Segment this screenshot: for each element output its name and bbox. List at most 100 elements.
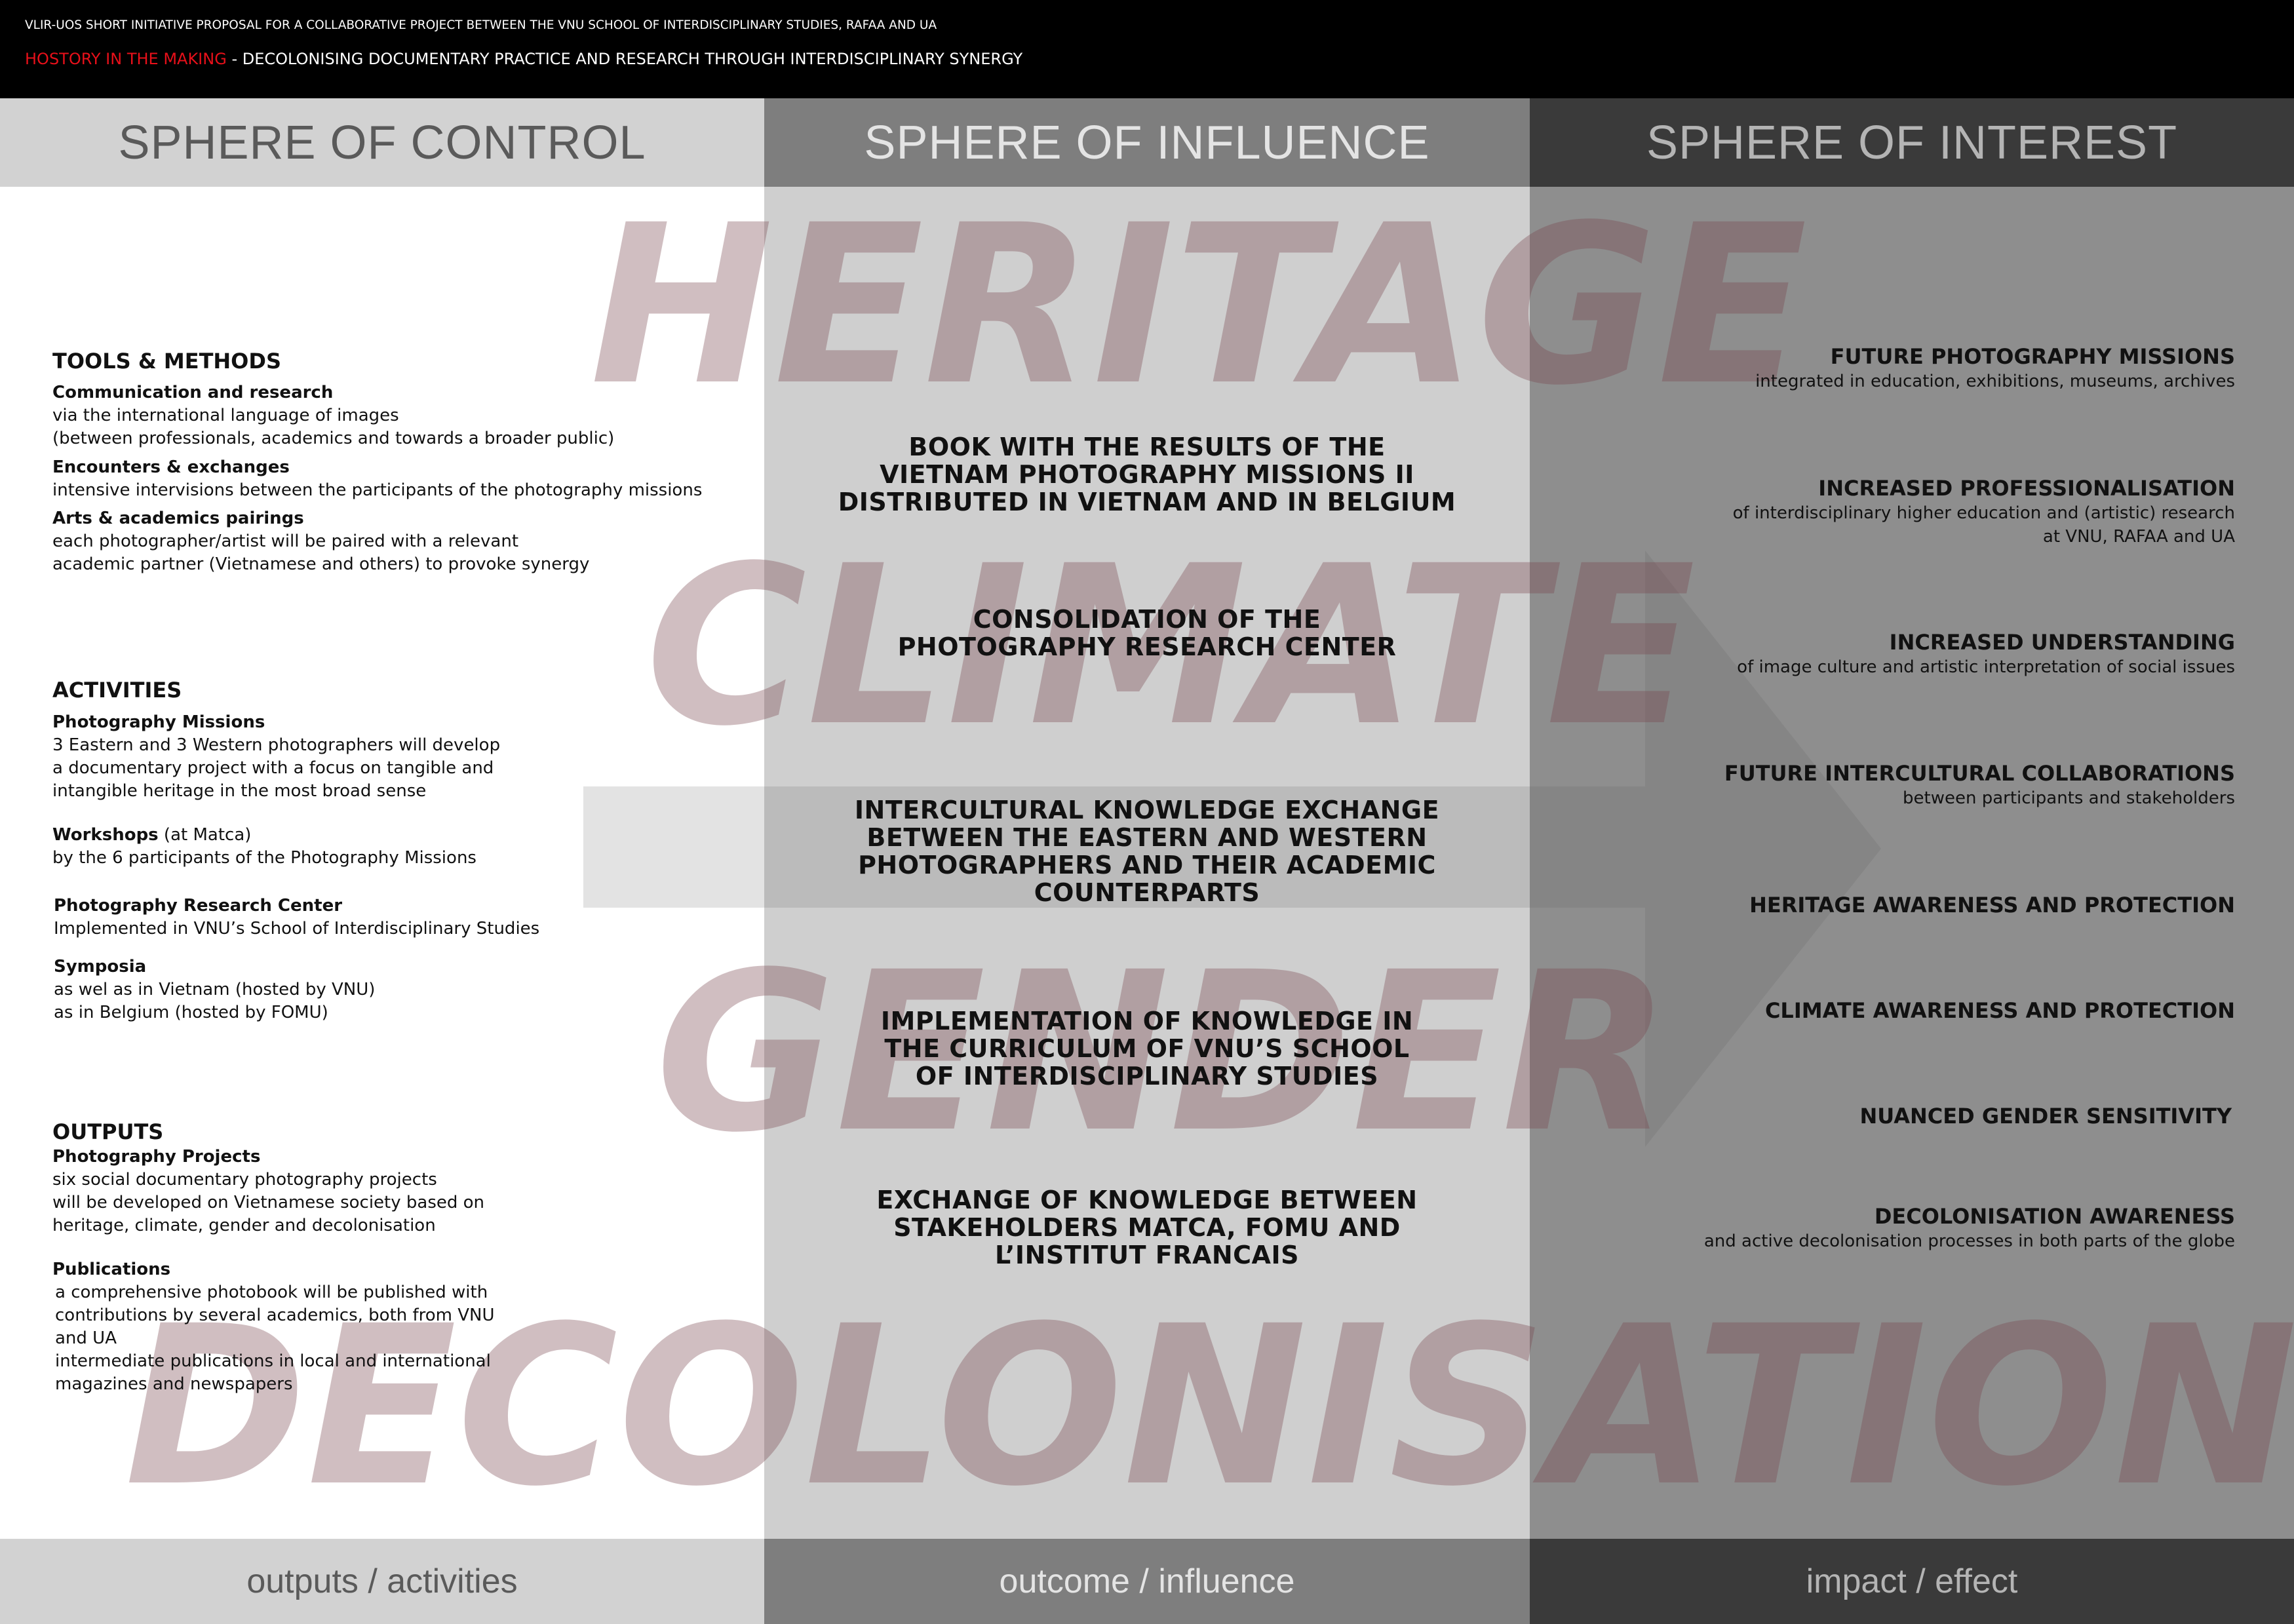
outcome-knowledge-exchange: INTERCULTURAL KNOWLEDGE EXCHANGE BETWEEN… bbox=[787, 796, 1507, 906]
item-title: Communication and research bbox=[52, 383, 334, 402]
watermark-climate: CLIMATE bbox=[646, 519, 1696, 775]
item-line: intensive intervisions between the parti… bbox=[52, 480, 703, 500]
outcome-research-center: CONSOLIDATION OF THE PHOTOGRAPHY RESEARC… bbox=[787, 606, 1507, 661]
item-title: Symposia bbox=[54, 957, 147, 976]
impact-sub: of image culture and artistic interpreta… bbox=[1737, 657, 2235, 677]
impact-title: FUTURE INTERCULTURAL COLLABORATIONS bbox=[1724, 761, 2235, 786]
impact-item: DECOLONISATION AWARENESS and active deco… bbox=[1514, 1203, 2235, 1253]
activities-item: Photography Research Center Implemented … bbox=[54, 895, 539, 940]
item-line: Implemented in VNU’s School of Interdisc… bbox=[54, 919, 540, 938]
outcome-line: EXCHANGE OF KNOWLEDGE BETWEEN bbox=[876, 1186, 1418, 1214]
impact-title: CLIMATE AWARENESS AND PROTECTION bbox=[1764, 998, 2235, 1023]
tools-item: Arts & academics pairings each photograp… bbox=[52, 507, 589, 576]
impact-title: FUTURE PHOTOGRAPHY MISSIONS bbox=[1830, 344, 2235, 369]
item-title: Encounters & exchanges bbox=[52, 457, 290, 477]
item-line: each photographer/artist will be paired … bbox=[52, 532, 519, 551]
impact-sub: and active decolonisation processes in b… bbox=[1703, 1231, 2235, 1251]
banner-highlight: HOSTORY IN THE MAKING bbox=[25, 50, 227, 68]
impact-item: FUTURE PHOTOGRAPHY MISSIONS integrated i… bbox=[1514, 343, 2235, 393]
item-line: six social documentary photography proje… bbox=[52, 1170, 437, 1189]
impact-item: NUANCED GENDER SENSITIVITY bbox=[1511, 1103, 2232, 1129]
outcome-line: DISTRIBUTED IN VIETNAM AND IN BELGIUM bbox=[838, 488, 1456, 516]
activities-item: Workshops (at Matca) by the 6 participan… bbox=[52, 824, 476, 870]
outcome-line: BETWEEN THE EASTERN AND WESTERN bbox=[866, 823, 1428, 852]
activities-item: Photography Missions 3 Eastern and 3 Wes… bbox=[52, 711, 500, 803]
impact-item: FUTURE INTERCULTURAL COLLABORATIONS betw… bbox=[1514, 760, 2235, 810]
item-title: Photography Research Center bbox=[54, 896, 343, 916]
item-title-suffix: (at Matca) bbox=[158, 825, 252, 845]
item-line: and UA bbox=[55, 1328, 117, 1348]
section-heading-tools: TOOLS & METHODS bbox=[52, 349, 281, 374]
section-heading-activities: ACTIVITIES bbox=[52, 678, 182, 703]
watermark-decolonisation: DECOLONISATION bbox=[125, 1279, 2294, 1535]
item-line: will be developed on Vietnamese society … bbox=[52, 1193, 485, 1212]
item-line: contributions by several academics, both… bbox=[55, 1305, 495, 1325]
outcome-line: STAKEHOLDERS MATCA, FOMU AND bbox=[893, 1213, 1401, 1242]
impact-item: CLIMATE AWARENESS AND PROTECTION bbox=[1514, 997, 2235, 1024]
impact-item: HERITAGE AWARENESS AND PROTECTION bbox=[1514, 892, 2235, 918]
outcome-line: BOOK WITH THE RESULTS OF THE bbox=[908, 433, 1386, 461]
item-title: Workshops bbox=[52, 825, 159, 845]
item-line: as wel as in Vietnam (hosted by VNU) bbox=[54, 980, 376, 999]
tools-item: Encounters & exchanges intensive intervi… bbox=[52, 456, 702, 502]
outcome-line: COUNTERPARTS bbox=[1034, 878, 1260, 907]
header-sphere-control: SPHERE OF CONTROL bbox=[0, 98, 764, 187]
outcome-curriculum: IMPLEMENTATION OF KNOWLEDGE IN THE CURRI… bbox=[787, 1007, 1507, 1090]
outcome-book: BOOK WITH THE RESULTS OF THE VIETNAM PHO… bbox=[787, 433, 1507, 516]
impact-title: INCREASED UNDERSTANDING bbox=[1889, 630, 2235, 655]
column-influence-bg bbox=[764, 98, 1530, 1539]
outcome-line: PHOTOGRAPHY RESEARCH CENTER bbox=[897, 632, 1397, 661]
item-line: a comprehensive photobook will be publis… bbox=[55, 1283, 488, 1302]
outcome-line: INTERCULTURAL KNOWLEDGE EXCHANGE bbox=[854, 796, 1440, 824]
header-sphere-influence: SPHERE OF INFLUENCE bbox=[764, 98, 1530, 187]
header-sphere-interest: SPHERE OF INTEREST bbox=[1530, 98, 2294, 187]
activities-item: Symposia as wel as in Vietnam (hosted by… bbox=[54, 956, 375, 1024]
impact-sub: of interdisciplinary higher education an… bbox=[1732, 503, 2235, 523]
item-title: Publications bbox=[52, 1260, 171, 1279]
outcome-line: OF INTERDISCIPLINARY STUDIES bbox=[915, 1062, 1379, 1091]
impact-item: INCREASED PROFESSIONALISATION of interdi… bbox=[1514, 475, 2235, 549]
outputs-item: Photography Projects six social document… bbox=[52, 1146, 484, 1237]
watermark-heritage: HERITAGE bbox=[590, 178, 1808, 434]
footer-impact-effect: impact / effect bbox=[1530, 1539, 2294, 1624]
outcome-line: IMPLEMENTATION OF KNOWLEDGE IN bbox=[880, 1007, 1414, 1035]
banner-title-line: HOSTORY IN THE MAKING - DECOLONISING DOC… bbox=[25, 50, 1022, 68]
footer-outputs-activities: outputs / activities bbox=[0, 1539, 764, 1624]
footer-outcome-influence: outcome / influence bbox=[764, 1539, 1530, 1624]
item-line: intangible heritage in the most broad se… bbox=[52, 781, 427, 801]
item-line: academic partner (Vietnamese and others)… bbox=[52, 554, 590, 574]
item-line: a documentary project with a focus on ta… bbox=[52, 758, 494, 778]
item-line: (between professionals, academics and to… bbox=[52, 429, 615, 448]
section-heading-outputs: OUTPUTS bbox=[52, 1119, 164, 1144]
item-line: by the 6 participants of the Photography… bbox=[52, 848, 476, 868]
outcome-line: L’INSTITUT FRANCAIS bbox=[995, 1241, 1299, 1269]
item-line: 3 Eastern and 3 Western photographers wi… bbox=[52, 735, 501, 755]
outcome-line: THE CURRICULUM OF VNU’S SCHOOL bbox=[884, 1034, 1410, 1063]
banner-subtitle: - DECOLONISING DOCUMENTARY PRACTICE AND … bbox=[226, 50, 1023, 68]
outcome-line: VIETNAM PHOTOGRAPHY MISSIONS II bbox=[880, 460, 1414, 489]
item-line: via the international language of images bbox=[52, 406, 399, 425]
item-line: intermediate publications in local and i… bbox=[55, 1351, 491, 1371]
outcome-line: PHOTOGRAPHERS AND THEIR ACADEMIC bbox=[858, 851, 1436, 880]
impact-sub: at VNU, RAFAA and UA bbox=[2042, 527, 2235, 547]
outcome-line: CONSOLIDATION OF THE bbox=[973, 605, 1321, 634]
impact-item: INCREASED UNDERSTANDING of image culture… bbox=[1514, 629, 2235, 679]
column-control-bg bbox=[0, 98, 764, 1539]
item-title: Arts & academics pairings bbox=[52, 509, 304, 528]
item-title: Photography Projects bbox=[52, 1147, 261, 1167]
impact-sub: integrated in education, exhibitions, mu… bbox=[1755, 372, 2235, 391]
item-line: magazines and newspapers bbox=[55, 1374, 293, 1394]
item-title: Photography Missions bbox=[52, 712, 265, 732]
column-interest-bg bbox=[1530, 98, 2294, 1539]
item-line: heritage, climate, gender and decolonisa… bbox=[52, 1216, 436, 1235]
outputs-item: Publications a comprehensive photobook w… bbox=[52, 1258, 495, 1396]
outcome-stakeholders: EXCHANGE OF KNOWLEDGE BETWEEN STAKEHOLDE… bbox=[787, 1186, 1507, 1269]
banner-proposal-line: VLIR-UOS SHORT INITIATIVE PROPOSAL FOR A… bbox=[25, 18, 937, 32]
watermark-gender: GENDER bbox=[655, 925, 1671, 1181]
item-line: as in Belgium (hosted by FOMU) bbox=[54, 1003, 328, 1022]
impact-title: INCREASED PROFESSIONALISATION bbox=[1818, 476, 2235, 501]
impact-sub: between participants and stakeholders bbox=[1903, 788, 2235, 808]
top-banner: VLIR-UOS SHORT INITIATIVE PROPOSAL FOR A… bbox=[0, 0, 2294, 98]
impact-title: HERITAGE AWARENESS AND PROTECTION bbox=[1749, 893, 2235, 918]
